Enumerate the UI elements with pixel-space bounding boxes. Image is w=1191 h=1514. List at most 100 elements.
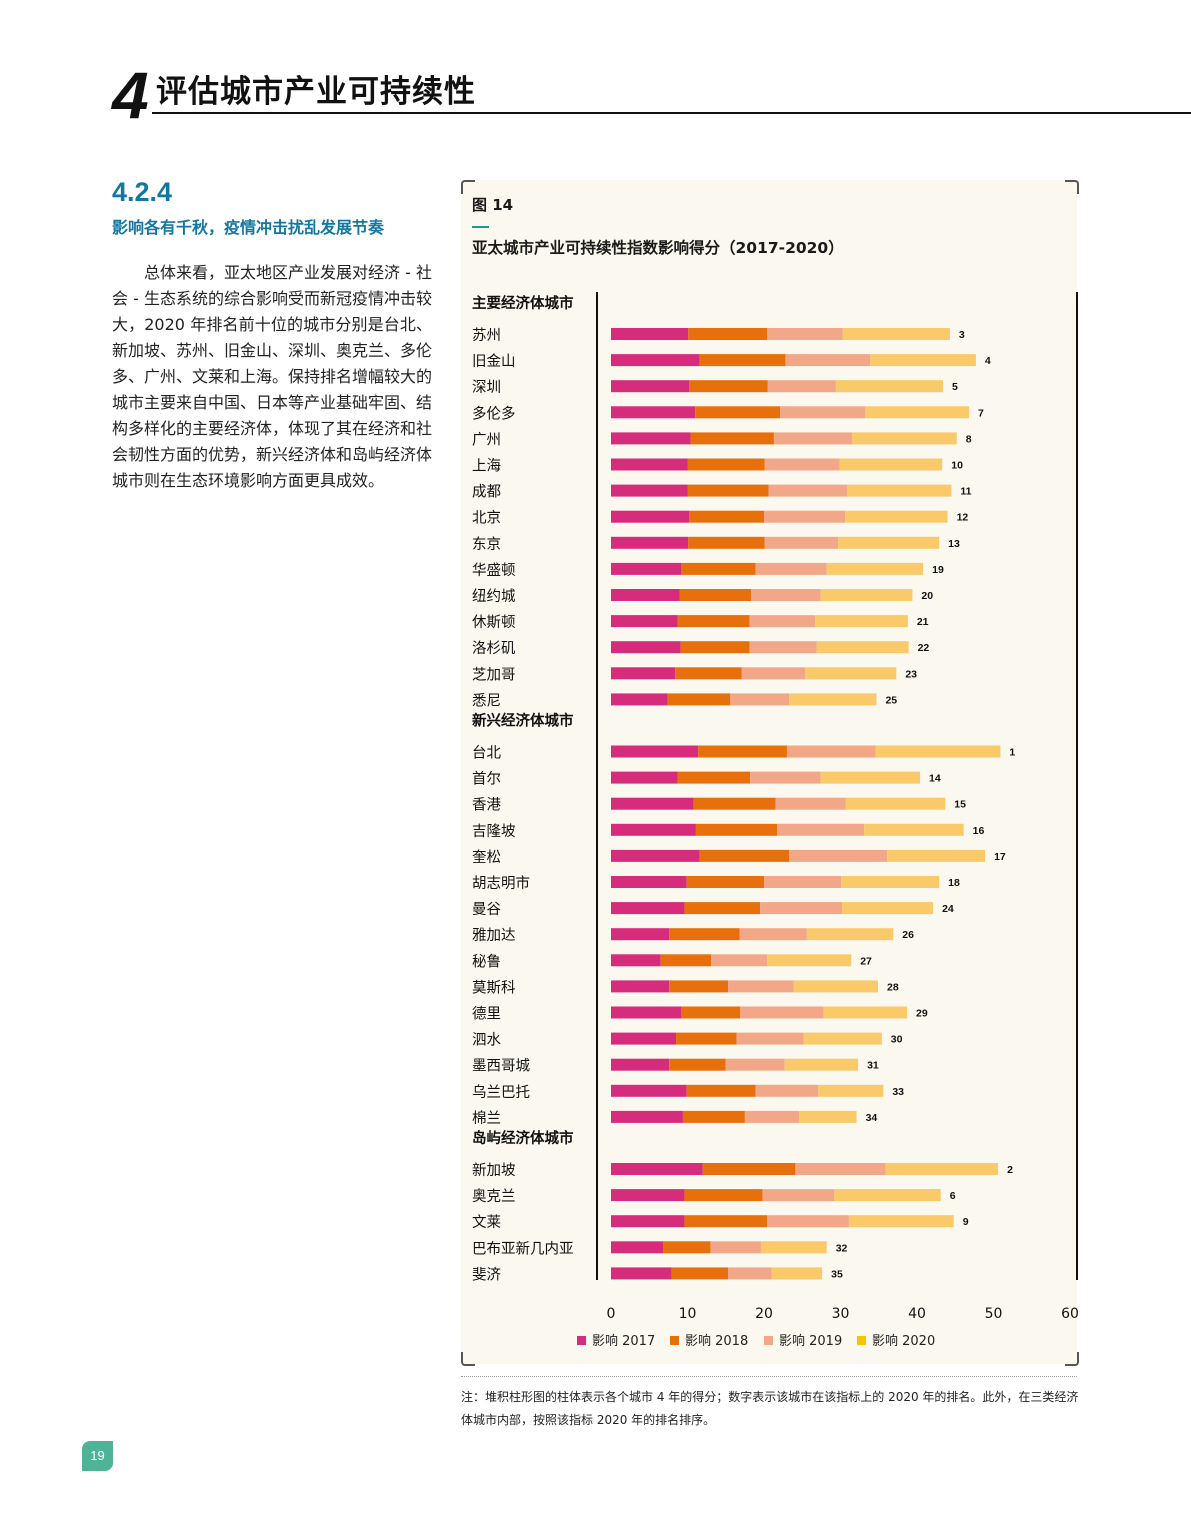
bar-segment-2017	[611, 406, 696, 419]
figure-corner	[461, 180, 475, 194]
legend-label: 影响 2018	[685, 1333, 748, 1349]
rank-label: 27	[860, 955, 872, 967]
bar-segment-2019	[760, 902, 843, 915]
bar-segment-2019	[767, 328, 843, 340]
bar-segment-2019	[786, 745, 876, 758]
body-paragraph: 总体来看，亚太地区产业发展对经济 - 社会 - 生态系统的综合影响受而新冠疫情冲…	[112, 263, 433, 490]
bar-segment-2018	[684, 902, 761, 915]
bar-segment-2019	[777, 823, 865, 836]
city-label: 休斯顿	[472, 614, 516, 631]
bar-segment-2018	[687, 484, 769, 497]
bar-segment-2017	[611, 1058, 670, 1071]
bar-segment-2017	[611, 771, 678, 784]
bar-segment-2019	[741, 667, 806, 680]
figure-corner	[1065, 180, 1079, 194]
bar-segment-2018	[688, 328, 768, 340]
rank-label: 13	[948, 538, 960, 550]
rank-label: 10	[951, 460, 963, 472]
rank-label: 26	[902, 929, 914, 941]
bar-segment-2018	[677, 615, 750, 628]
rank-label: 2	[1007, 1164, 1013, 1176]
city-label: 泗水	[472, 1032, 501, 1049]
bar-segment-2018	[689, 380, 768, 393]
bar-segment-2019	[749, 641, 817, 654]
bar-segment-2018	[695, 406, 781, 419]
bar-segment-2020	[815, 615, 908, 628]
bar-segment-2018	[671, 1267, 729, 1280]
bar-segment-2020	[760, 1241, 827, 1254]
bar-segment-2018	[681, 1006, 741, 1019]
bar-segment-2019	[762, 1189, 835, 1202]
group-header: 岛屿经济体城市	[472, 1129, 574, 1147]
group-header: 新兴经济体城市	[472, 712, 574, 730]
rank-label: 30	[891, 1034, 903, 1046]
rank-label: 23	[905, 668, 917, 680]
bar-segment-2017	[611, 1110, 683, 1123]
bar-segment-2018	[690, 432, 774, 445]
rank-label: 28	[887, 981, 899, 993]
city-label: 棉兰	[472, 1110, 501, 1127]
x-tick-label: 40	[908, 1306, 926, 1322]
x-tick-label: 30	[832, 1306, 850, 1322]
bar-segment-2019	[736, 1032, 804, 1045]
x-tick-label: 20	[755, 1306, 773, 1322]
bar-segment-2019	[767, 380, 836, 393]
city-label: 德里	[472, 1006, 501, 1023]
bar-segment-2019	[789, 849, 888, 862]
bar-segment-2020	[842, 328, 950, 340]
bar-segment-2017	[611, 849, 700, 862]
bar-segment-2017	[611, 1006, 682, 1019]
rank-label: 34	[866, 1112, 878, 1124]
section-title: 影响各有千秋，疫情冲击扰乱发展节奏	[112, 218, 385, 237]
bar-segment-2018	[695, 823, 778, 836]
bar-segment-2020	[816, 641, 909, 654]
bar-segment-2020	[848, 1215, 954, 1228]
bar-segment-2017	[611, 902, 685, 915]
city-label: 乌兰巴托	[472, 1084, 530, 1101]
bar-segment-2019	[785, 354, 871, 367]
rank-label: 15	[954, 799, 966, 811]
bar-segment-2018	[680, 641, 750, 654]
bar-segment-2020	[864, 823, 964, 836]
bar-segment-2020	[875, 745, 1001, 758]
city-label: 奥克兰	[472, 1188, 516, 1205]
page-number: 19	[82, 1441, 113, 1471]
bar-segment-2019	[728, 1267, 772, 1280]
bar-segment-2020	[799, 1110, 857, 1123]
bar-segment-2020	[864, 406, 970, 419]
city-label: 莫斯科	[472, 979, 516, 996]
bar-segment-2017	[611, 1215, 685, 1228]
legend-label: 影响 2019	[779, 1333, 842, 1349]
bar-segment-2020	[842, 902, 934, 915]
city-label: 洛杉矶	[472, 640, 516, 657]
bar-segment-2018	[676, 1032, 737, 1045]
bar-segment-2017	[611, 980, 670, 993]
bar-segment-2017	[611, 797, 694, 810]
bar-segment-2017	[611, 876, 687, 888]
bar-segment-2018	[679, 589, 751, 601]
rank-label: 12	[957, 512, 969, 524]
city-label: 首尔	[472, 771, 501, 788]
bar-segment-2017	[611, 823, 696, 836]
rank-label: 1	[1009, 747, 1015, 759]
city-label: 多伦多	[472, 405, 516, 422]
bar-segment-2018	[699, 849, 790, 862]
city-label: 芝加哥	[472, 666, 516, 683]
rank-label: 18	[948, 877, 960, 889]
legend-swatch	[670, 1336, 679, 1345]
rank-label: 32	[836, 1242, 848, 1254]
bar-segment-2019	[755, 562, 827, 575]
city-label: 吉隆坡	[472, 823, 516, 840]
chapter-title: 评估城市产业可持续性	[156, 74, 476, 110]
rank-label: 5	[952, 381, 958, 393]
bar-segment-2018	[682, 1110, 745, 1123]
bar-segment-2020	[845, 510, 948, 523]
legend-swatch	[577, 1336, 586, 1345]
city-label: 旧金山	[472, 353, 516, 370]
bar-segment-2019	[730, 693, 790, 706]
city-label: 台北	[472, 745, 501, 762]
rank-label: 22	[918, 642, 930, 654]
bar-segment-2018	[669, 1058, 726, 1071]
bar-segment-2019	[711, 954, 768, 967]
bar-segment-2018	[677, 771, 751, 784]
